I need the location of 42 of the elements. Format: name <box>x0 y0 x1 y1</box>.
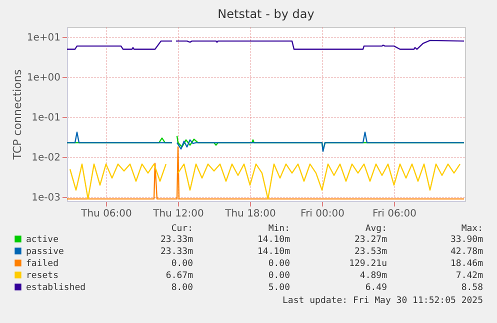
y-axis-title: TCP connections <box>10 69 24 161</box>
text: 23.53m <box>354 247 387 257</box>
text: 0.00 <box>268 271 290 281</box>
legend-label: resets <box>26 271 59 281</box>
text: 33.90m <box>450 235 483 245</box>
y-tick-label: 1e+01 <box>26 32 60 44</box>
x-tick-label: Fri 00:00 <box>300 208 344 220</box>
text: Avg: <box>365 224 387 234</box>
text: 5.00 <box>268 283 290 293</box>
text: 23.27m <box>354 235 387 245</box>
text: 6.67m <box>166 271 193 281</box>
legend-label: failed <box>26 259 59 269</box>
y-tick-label: 1e+00 <box>26 72 60 84</box>
x-tick-label: Thu 18:00 <box>224 208 276 220</box>
x-tick-label: Thu 06:00 <box>80 208 132 220</box>
text: 0.00 <box>171 259 193 269</box>
text: 0.00 <box>268 259 290 269</box>
text: 18.46m <box>450 259 483 269</box>
x-tick-label: Fri 06:00 <box>372 208 416 220</box>
x-tick-label: Thu 12:00 <box>152 208 204 220</box>
text: 8.58 <box>461 283 483 293</box>
legend-label: established <box>26 283 86 293</box>
text: 14.10m <box>257 235 290 245</box>
legend-label: active <box>26 235 59 245</box>
legend-label: passive <box>26 247 64 257</box>
text: 7.42m <box>456 271 483 281</box>
text: 129.21u <box>349 259 387 269</box>
y-tick-label: 1e-02 <box>32 152 60 164</box>
chart-title: Netstat - by day <box>218 7 314 21</box>
text: 23.33m <box>160 247 193 257</box>
text: 6.49 <box>365 283 387 293</box>
y-tick-label: 1e-01 <box>32 112 60 124</box>
text: 8.00 <box>171 283 193 293</box>
y-tick-label: 1e-03 <box>32 192 60 204</box>
text: 42.78m <box>450 247 483 257</box>
text: 23.33m <box>160 235 193 245</box>
text: 4.89m <box>360 271 387 281</box>
text: Cur: <box>171 224 193 234</box>
text: Min: <box>268 224 290 234</box>
text: 14.10m <box>257 247 290 257</box>
text: Max: <box>461 224 483 234</box>
text: Last update: Fri May 30 11:52:05 2025 <box>282 296 483 306</box>
